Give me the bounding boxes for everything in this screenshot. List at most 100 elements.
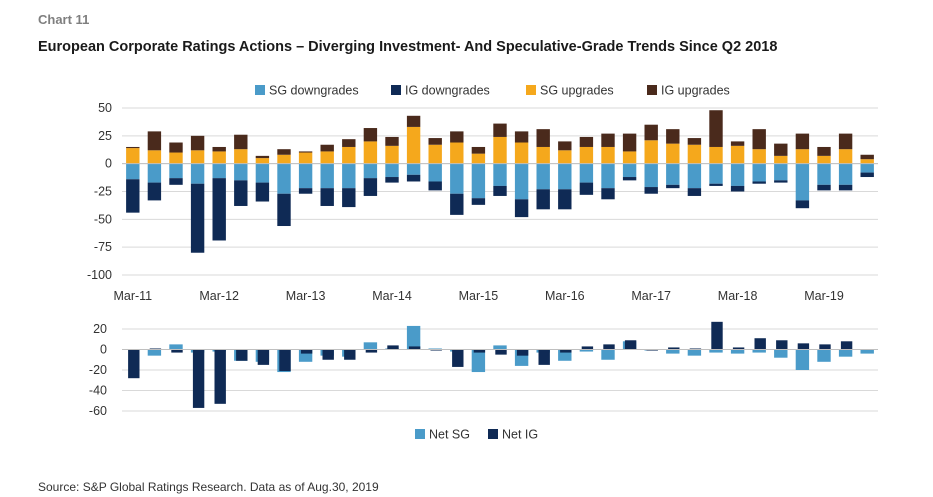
legend-swatch-sg-upgrades bbox=[526, 85, 536, 95]
bar-sg-downgrades bbox=[428, 163, 442, 182]
bar-sg-upgrades bbox=[536, 146, 550, 164]
bar-ig-downgrades bbox=[644, 187, 658, 194]
bar-net-ig bbox=[300, 349, 313, 354]
chart-number-label: Chart 11 bbox=[38, 12, 90, 27]
bar-sg-upgrades bbox=[169, 152, 183, 164]
legend-label-sg-upgrades: SG upgrades bbox=[540, 84, 614, 98]
bar-ig-downgrades bbox=[126, 179, 140, 213]
bar-sg-downgrades bbox=[514, 163, 529, 200]
bar-ig-upgrades bbox=[752, 129, 766, 150]
bar-net-sg bbox=[558, 349, 572, 361]
bar-sg-upgrades bbox=[493, 136, 507, 164]
bar-ig-upgrades bbox=[644, 124, 658, 141]
bar-net-sg bbox=[687, 349, 702, 356]
bar-net-sg bbox=[838, 349, 853, 357]
bar-net-sg bbox=[579, 349, 594, 352]
bar-sg-downgrades bbox=[255, 163, 270, 183]
bar-sg-upgrades bbox=[514, 142, 529, 164]
bar-sg-downgrades bbox=[234, 163, 248, 181]
bar-net-ig bbox=[279, 349, 291, 372]
bar-ig-downgrades bbox=[558, 189, 572, 210]
bar-net-ig bbox=[387, 345, 399, 350]
bar-ig-upgrades bbox=[860, 154, 874, 160]
bar-ig-upgrades bbox=[471, 146, 486, 154]
y-tick-label-top: -100 bbox=[87, 268, 112, 282]
bar-net-ig bbox=[603, 344, 615, 350]
y-tick-label-top: 0 bbox=[105, 157, 112, 171]
bar-sg-upgrades bbox=[860, 159, 874, 164]
bar-net-ig bbox=[711, 321, 723, 350]
bar-net-ig bbox=[128, 349, 140, 379]
bar-sg-downgrades bbox=[385, 163, 399, 178]
bar-sg-downgrades bbox=[126, 163, 140, 180]
y-tick-label-bottom: 0 bbox=[100, 343, 107, 357]
bar-sg-downgrades bbox=[558, 163, 572, 190]
legend-swatch-net-sg bbox=[415, 429, 425, 439]
bar-net-ig bbox=[214, 349, 226, 404]
bar-sg-upgrades bbox=[277, 154, 291, 164]
bar-ig-upgrades bbox=[666, 129, 680, 144]
bar-net-ig bbox=[257, 349, 270, 365]
bar-ig-downgrades bbox=[320, 188, 334, 206]
bar-net-ig bbox=[840, 341, 853, 350]
bar-sg-upgrades bbox=[342, 146, 356, 164]
bar-sg-upgrades bbox=[190, 150, 205, 164]
bar-net-sg bbox=[406, 325, 421, 350]
bar-ig-downgrades bbox=[752, 181, 766, 184]
bar-net-ig bbox=[560, 349, 572, 353]
bar-sg-upgrades bbox=[752, 149, 766, 164]
bar-sg-downgrades bbox=[406, 163, 421, 175]
bar-ig-upgrades bbox=[687, 138, 702, 145]
bar-sg-downgrades bbox=[169, 163, 183, 179]
bar-net-ig bbox=[452, 349, 464, 367]
bar-ig-downgrades bbox=[169, 178, 183, 185]
bar-net-ig bbox=[668, 347, 680, 350]
bar-ig-downgrades bbox=[212, 178, 226, 241]
bar-ig-downgrades bbox=[838, 184, 853, 191]
y-tick-label-top: 25 bbox=[98, 129, 112, 143]
bar-ig-downgrades bbox=[687, 188, 702, 196]
bar-ig-downgrades bbox=[255, 182, 270, 202]
bar-ig-downgrades bbox=[406, 174, 421, 182]
bar-ig-upgrades bbox=[536, 129, 550, 147]
bar-ig-upgrades bbox=[126, 146, 140, 149]
bar-net-ig bbox=[797, 343, 810, 350]
bar-net-sg bbox=[752, 349, 766, 353]
y-tick-label-top: 50 bbox=[98, 101, 112, 115]
legend-label-net-sg: Net SG bbox=[429, 428, 470, 442]
bar-ig-upgrades bbox=[795, 133, 810, 150]
bar-sg-upgrades bbox=[795, 149, 810, 164]
x-tick-label: Mar-15 bbox=[459, 289, 499, 303]
bar-ig-downgrades bbox=[277, 193, 291, 227]
bar-net-ig bbox=[322, 349, 334, 360]
bar-ig-downgrades bbox=[471, 198, 486, 205]
y-tick-label-bottom: -60 bbox=[89, 404, 107, 418]
bar-ig-downgrades bbox=[493, 185, 507, 196]
legend-label-net-ig: Net IG bbox=[502, 428, 538, 442]
y-tick-label-bottom: 20 bbox=[93, 322, 107, 336]
bar-sg-upgrades bbox=[126, 148, 140, 164]
bar-sg-downgrades bbox=[601, 163, 615, 189]
bar-net-ig bbox=[430, 349, 442, 351]
bar-ig-upgrades bbox=[450, 131, 464, 143]
legend-label-ig-downgrades: IG downgrades bbox=[405, 84, 490, 98]
bar-net-sg bbox=[709, 349, 723, 353]
bar-sg-downgrades bbox=[493, 163, 507, 186]
bar-sg-upgrades bbox=[320, 151, 334, 164]
bar-sg-downgrades bbox=[471, 163, 486, 199]
bar-net-ig bbox=[344, 349, 356, 360]
bar-net-ig bbox=[754, 338, 766, 350]
y-tick-label-bottom: -20 bbox=[89, 363, 107, 377]
bar-sg-upgrades bbox=[622, 151, 637, 164]
bar-net-sg bbox=[471, 349, 486, 373]
bar-sg-downgrades bbox=[730, 163, 745, 186]
bar-net-sg bbox=[666, 349, 680, 354]
bar-sg-downgrades bbox=[536, 163, 550, 190]
source-note: Source: S&P Global Ratings Research. Dat… bbox=[38, 480, 379, 494]
x-tick-label: Mar-12 bbox=[199, 289, 239, 303]
bar-net-sg bbox=[860, 349, 874, 354]
x-tick-label: Mar-14 bbox=[372, 289, 412, 303]
bar-sg-upgrades bbox=[450, 142, 464, 164]
bar-sg-upgrades bbox=[579, 146, 594, 164]
